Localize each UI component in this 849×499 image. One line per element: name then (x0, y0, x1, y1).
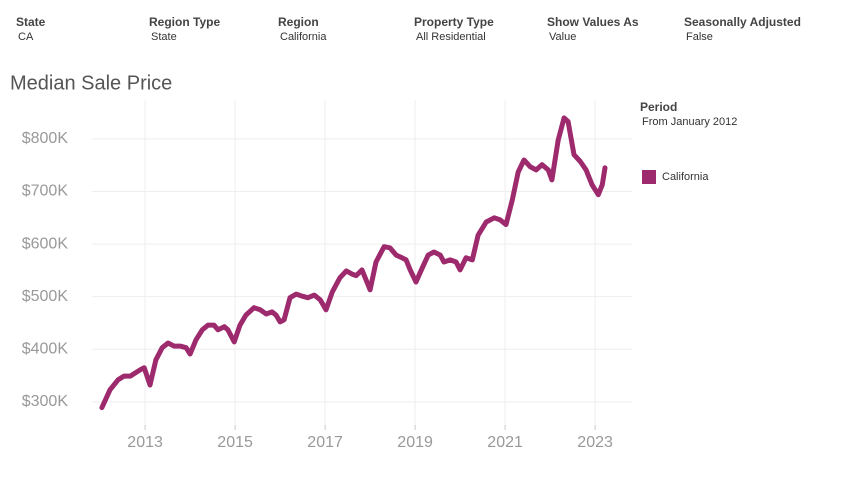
filter-value: False (686, 31, 713, 43)
x-tick-label: 2013 (127, 434, 163, 451)
filter-value: CA (18, 31, 34, 43)
y-tick-label: $800K (22, 130, 69, 147)
x-tick-label: 2019 (397, 434, 433, 451)
filter-label: Show Values As (547, 15, 639, 29)
filter-value: State (151, 31, 177, 43)
filter-label: Region Type (149, 15, 220, 29)
y-tick-label: $300K (22, 393, 69, 410)
y-tick-label: $500K (22, 288, 69, 305)
y-tick-label: $600K (22, 235, 69, 252)
legend-title: Period (640, 100, 677, 114)
filter-value: All Residential (416, 31, 486, 43)
legend-subtitle: From January 2012 (642, 116, 737, 128)
x-tick-label: 2017 (307, 434, 343, 451)
legend-swatch (642, 170, 656, 184)
filter-value: Value (549, 31, 576, 43)
filter-label: Region (278, 15, 319, 29)
x-tick-label: 2023 (577, 434, 613, 451)
legend-label: California (662, 171, 709, 183)
x-tick-label: 2015 (217, 434, 253, 451)
line (99, 115, 608, 411)
filter-label: Seasonally Adjusted (684, 15, 801, 29)
y-tick-label: $700K (22, 183, 69, 200)
y-tick-label: $400K (22, 340, 69, 357)
filter-value: California (280, 31, 327, 43)
filter-label: State (16, 15, 46, 29)
x-tick-label: 2021 (487, 434, 523, 451)
chart-title: Median Sale Price (10, 72, 172, 94)
filter-label: Property Type (414, 15, 494, 29)
